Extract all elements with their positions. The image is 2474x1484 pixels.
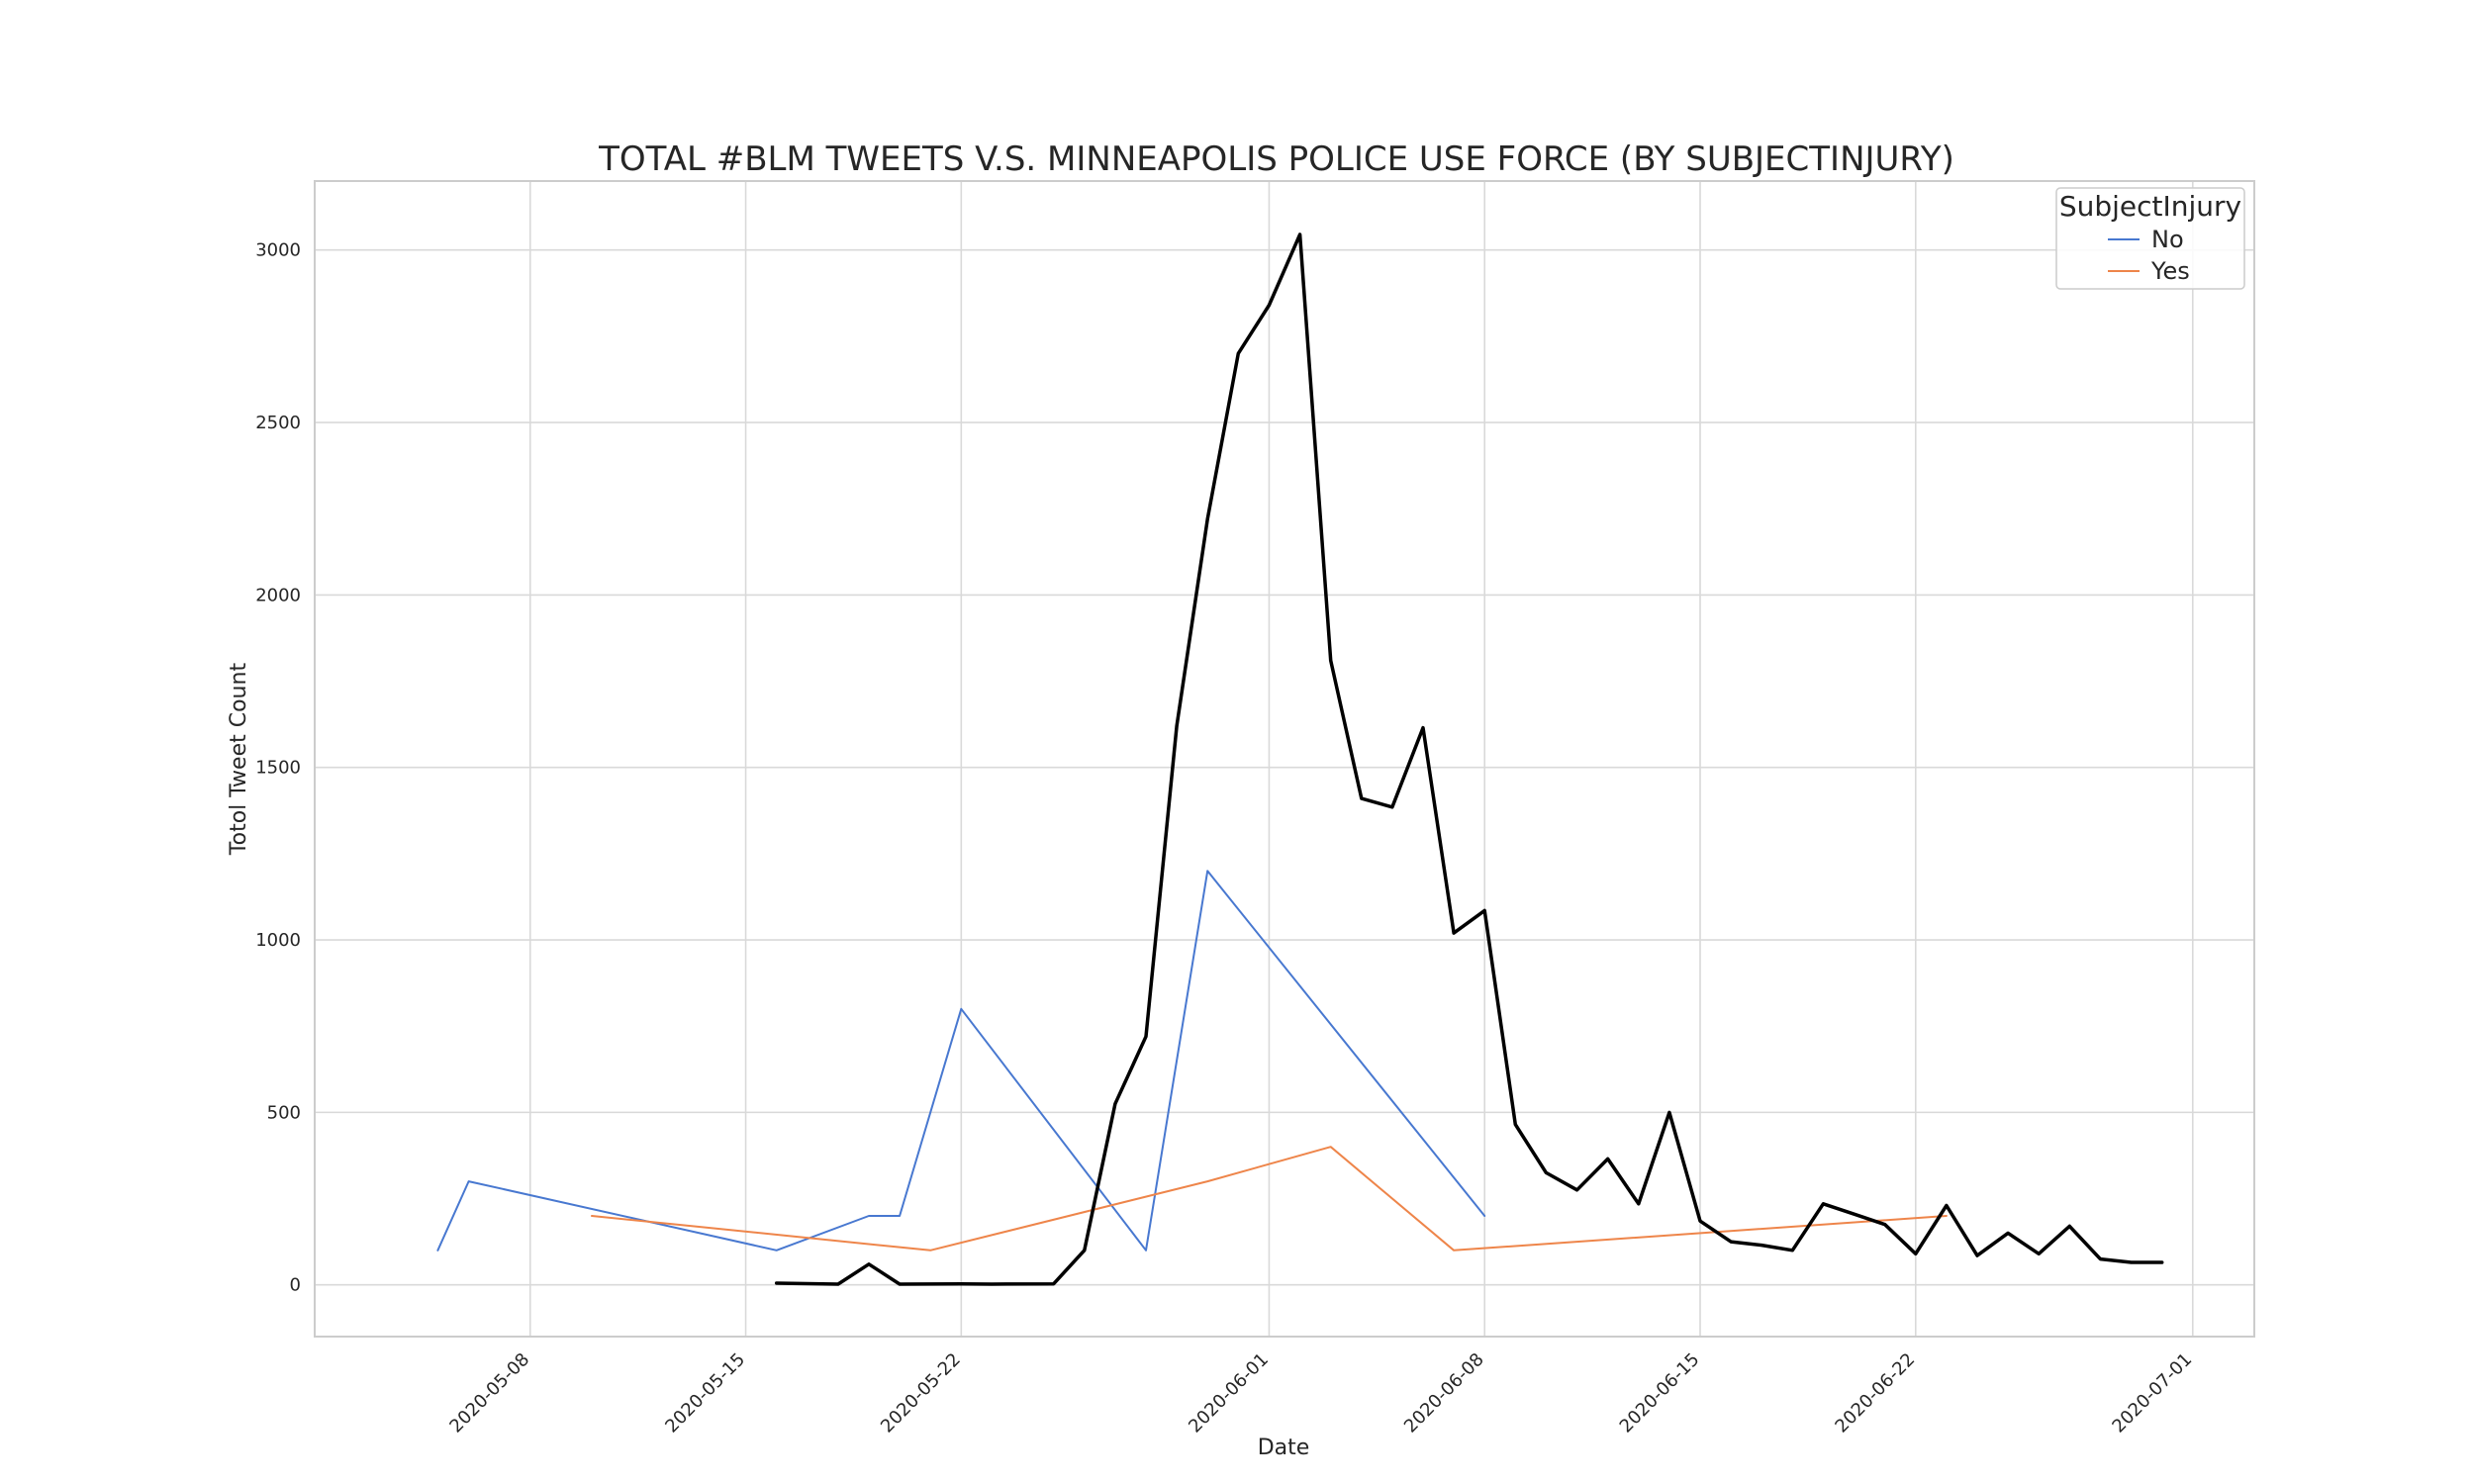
series-line-no bbox=[436, 870, 1486, 1252]
x-tick-label: 2020-06-08 bbox=[1400, 1349, 1488, 1438]
x-tick-label: 2020-05-08 bbox=[445, 1349, 533, 1438]
y-tick-label: 0 bbox=[290, 1275, 301, 1296]
x-axis-label: Date bbox=[1258, 1436, 1310, 1460]
legend-box bbox=[2055, 187, 2245, 290]
series-line-total bbox=[774, 232, 2164, 1286]
x-tick-label: 2020-06-01 bbox=[1185, 1349, 1273, 1438]
legend: SubjectInjury No Yes bbox=[2055, 187, 2245, 290]
y-axis-label: Totol Tweet Count bbox=[227, 663, 251, 857]
y-tick-label: 1500 bbox=[255, 758, 301, 779]
y-tick-labels: 0 500 1000 1500 2000 2500 3000 bbox=[255, 240, 301, 1296]
x-tick-label: 2020-05-22 bbox=[877, 1349, 965, 1438]
grid-lines bbox=[315, 181, 2254, 1337]
x-tick-label: 2020-06-22 bbox=[1831, 1349, 1919, 1438]
chart-title: TOTAL #BLM TWEETS V.S. MINNEAPOLIS POLIC… bbox=[598, 139, 1954, 179]
series-line-yes bbox=[591, 1146, 1948, 1252]
y-tick-label: 2500 bbox=[255, 413, 301, 433]
plot-frame bbox=[314, 180, 2255, 1338]
y-tick-label: 2000 bbox=[255, 585, 301, 605]
y-tick-label: 500 bbox=[267, 1102, 301, 1123]
legend-title: SubjectInjury bbox=[2059, 190, 2241, 223]
series-lines bbox=[436, 232, 2164, 1286]
x-tick-labels: 2020-05-08 2020-05-15 2020-05-22 2020-06-01… bbox=[445, 1349, 2196, 1438]
legend-label-no: No bbox=[2151, 226, 2184, 253]
y-tick-label: 3000 bbox=[255, 240, 301, 261]
x-tick-label: 2020-05-15 bbox=[661, 1349, 749, 1438]
legend-label-yes: Yes bbox=[2150, 257, 2190, 285]
y-tick-label: 1000 bbox=[255, 930, 301, 951]
x-tick-label: 2020-06-15 bbox=[1616, 1349, 1704, 1438]
x-tick-label: 2020-07-01 bbox=[2108, 1349, 2196, 1438]
